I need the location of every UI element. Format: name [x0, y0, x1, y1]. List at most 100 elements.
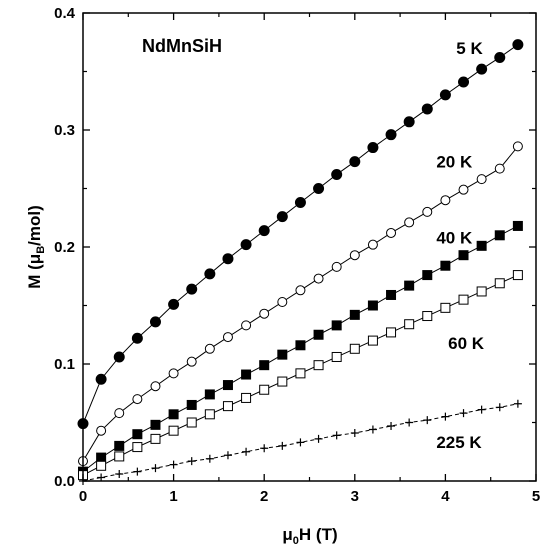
- data-point: [186, 283, 198, 295]
- plot-area: [77, 39, 524, 485]
- series-line: [82, 146, 519, 462]
- data-point: [186, 417, 197, 428]
- data-point: [440, 302, 451, 313]
- data-point: [458, 184, 469, 195]
- data-point: [205, 454, 214, 463]
- data-point: [350, 429, 359, 438]
- data-point: [114, 451, 125, 462]
- data-point: [512, 141, 523, 152]
- data-point: [132, 442, 143, 453]
- data-point: [494, 230, 505, 241]
- data-point: [296, 438, 305, 447]
- data-point: [405, 418, 414, 427]
- y-tick-label: 0.3: [54, 122, 75, 139]
- x-tick-label: 5: [532, 488, 540, 505]
- data-point: [204, 389, 215, 400]
- y-axis-title-main: M (μ: [25, 254, 44, 289]
- data-point: [204, 409, 215, 420]
- data-point: [295, 368, 306, 379]
- data-point: [132, 394, 143, 405]
- data-point: [96, 452, 107, 463]
- data-point: [422, 311, 433, 322]
- data-point: [422, 206, 433, 217]
- data-point: [204, 343, 215, 354]
- data-point: [404, 217, 415, 228]
- ticks: [82, 12, 537, 482]
- data-point: [186, 356, 197, 367]
- data-point: [259, 360, 270, 371]
- data-point: [459, 409, 468, 418]
- data-point: [387, 422, 396, 431]
- data-point: [313, 183, 325, 194]
- data-point: [222, 253, 234, 265]
- data-point: [512, 39, 524, 51]
- x-tick-label: 0: [79, 488, 87, 505]
- x-tick-label: 1: [169, 488, 177, 505]
- data-point: [96, 425, 107, 436]
- data-point: [258, 225, 270, 237]
- data-point: [349, 309, 360, 320]
- series-label: 60 K: [448, 334, 485, 353]
- data-point: [331, 351, 342, 362]
- data-point: [367, 335, 378, 346]
- data-point: [169, 460, 178, 469]
- y-tick-label: 0.2: [54, 239, 75, 256]
- data-point: [386, 327, 397, 338]
- data-point: [187, 457, 196, 466]
- data-point: [368, 425, 377, 434]
- data-point: [222, 401, 233, 412]
- data-point: [168, 409, 179, 420]
- data-point: [494, 163, 505, 174]
- x-axis-title: μ0H (T): [282, 525, 337, 547]
- x-axis-title-rest: H (T): [299, 525, 338, 544]
- chart-title: NdMnSiH: [142, 36, 222, 56]
- y-axis-title-rest: /mol): [25, 205, 44, 246]
- y-tick-label: 0.0: [54, 473, 75, 490]
- data-point: [294, 197, 306, 209]
- data-point: [404, 280, 415, 291]
- series-label: 5 K: [456, 39, 483, 58]
- x-axis-title-sub: 0: [293, 535, 299, 547]
- data-point: [367, 300, 378, 311]
- data-point: [331, 320, 342, 331]
- series-label: 40 K: [436, 228, 473, 247]
- data-point: [150, 419, 161, 430]
- y-tick-label: 0.4: [54, 5, 76, 22]
- data-point: [494, 51, 506, 63]
- data-point: [332, 431, 341, 440]
- data-point: [96, 460, 107, 471]
- data-point: [385, 129, 397, 141]
- data-point: [403, 116, 415, 128]
- data-point: [439, 89, 451, 101]
- data-point: [295, 340, 306, 351]
- data-point: [150, 433, 161, 444]
- data-point: [404, 319, 415, 330]
- data-point: [168, 425, 179, 436]
- data-point: [277, 376, 288, 387]
- data-point: [132, 429, 143, 440]
- data-point: [421, 103, 433, 115]
- x-tick-label: 3: [351, 488, 359, 505]
- data-point: [277, 296, 288, 307]
- data-point: [314, 434, 323, 443]
- data-point: [204, 268, 216, 280]
- data-point: [114, 408, 125, 419]
- data-point: [367, 239, 378, 250]
- data-point: [222, 380, 233, 391]
- data-point: [113, 351, 125, 363]
- data-point: [458, 294, 469, 305]
- data-point: [476, 240, 487, 251]
- series-label: 225 K: [436, 433, 482, 452]
- data-point: [386, 289, 397, 300]
- labels: NdMnSiH μ0H (T) M (μB/mol) 0 1 2 3 4 50.00.10…: [25, 5, 540, 547]
- data-point: [97, 473, 106, 482]
- data-point: [458, 250, 469, 261]
- y-axis-title: M (μB/mol): [25, 205, 47, 289]
- data-point: [441, 412, 450, 421]
- data-point: [114, 440, 125, 451]
- data-point: [494, 278, 505, 289]
- data-point: [313, 360, 324, 371]
- data-point: [423, 416, 432, 425]
- data-point: [476, 174, 487, 185]
